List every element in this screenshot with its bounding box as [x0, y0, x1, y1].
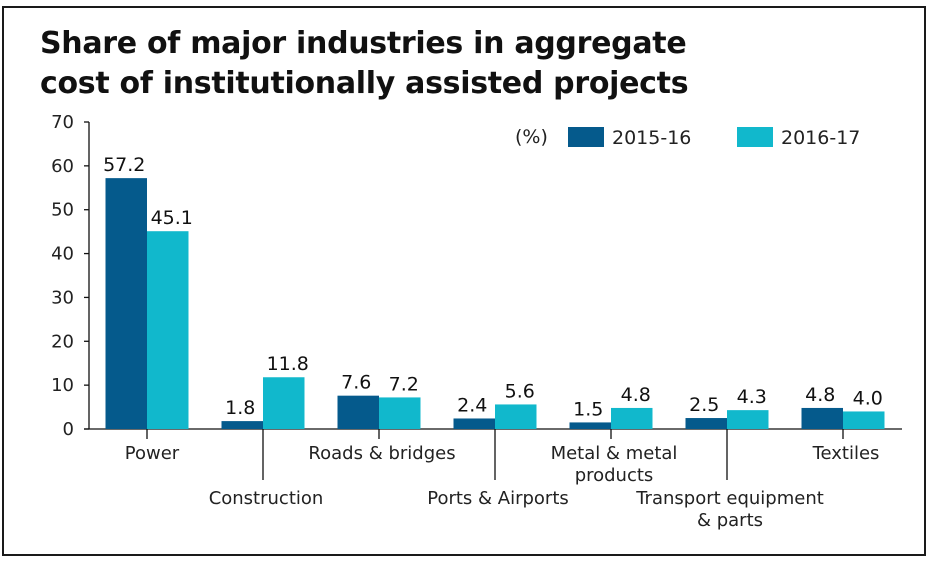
chart-title-line-1: Share of major industries in aggregate [40, 26, 687, 61]
bar-2016-17-4 [611, 407, 653, 429]
value-label: 57.2 [103, 154, 145, 176]
chart-title: Share of major industries in aggregate c… [40, 24, 689, 104]
category-label: Metal & metal [551, 443, 678, 464]
legend: (%) 2015-16 2016-17 [515, 126, 860, 149]
legend-label-2015-16: 2015-16 [612, 127, 691, 149]
bar-2015-16-2 [337, 395, 379, 429]
value-label: 11.8 [267, 353, 309, 375]
category-label: products [575, 465, 654, 486]
bar-2016-17-6 [843, 411, 885, 429]
bar-2015-16-3 [453, 418, 495, 429]
category-label: Transport equipment [635, 488, 824, 509]
chart-title-line-2: cost of institutionally assisted project… [40, 66, 689, 101]
legend-label-2016-17: 2016-17 [781, 127, 860, 149]
category-label: Textiles [812, 443, 880, 464]
value-label: 4.8 [805, 384, 835, 406]
y-tick-label: 70 [51, 112, 74, 133]
bar-2015-16-0 [105, 178, 147, 429]
y-tick-label: 20 [51, 331, 74, 352]
legend-swatch-2016-17 [737, 127, 773, 147]
bar-2016-17-1 [263, 377, 305, 429]
value-label: 2.5 [689, 394, 719, 416]
category-label: Ports & Airports [427, 488, 569, 509]
value-label: 45.1 [151, 207, 193, 229]
category-labels: Power Construction Roads & bridges Ports & … [125, 443, 880, 531]
category-label: Roads & bridges [308, 443, 455, 464]
y-tick-label: 30 [51, 287, 74, 308]
value-label: 7.2 [389, 373, 419, 395]
legend-unit-label: (%) [515, 126, 548, 148]
value-label: 5.6 [505, 380, 535, 402]
bar-2016-17-3 [495, 404, 537, 429]
value-labels: 57.2 45.1 1.8 11.8 7.6 7.2 2.4 5.6 1.5 4.8 2.5 4.3 4… [103, 154, 883, 420]
bar-2015-16-6 [801, 407, 843, 429]
bar-2016-17-0 [147, 231, 189, 429]
y-tick-label: 0 [63, 419, 74, 440]
y-tick-label: 50 [51, 200, 74, 221]
value-label: 1.8 [225, 397, 255, 419]
value-label: 1.5 [573, 398, 603, 420]
legend-swatch-2015-16 [568, 127, 604, 147]
bar-2015-16-4 [569, 422, 611, 429]
bars [105, 178, 885, 429]
category-label: & parts [697, 510, 763, 531]
category-label: Power [125, 443, 180, 464]
value-label: 4.8 [621, 384, 651, 406]
value-label: 7.6 [341, 372, 371, 394]
chart-frame [2, 6, 926, 556]
category-label: Construction [209, 488, 324, 509]
value-label: 4.3 [737, 386, 767, 408]
bar-2015-16-5 [685, 418, 727, 429]
value-label: 4.0 [853, 387, 883, 409]
value-label: 2.4 [457, 394, 487, 416]
bar-2016-17-5 [727, 410, 769, 429]
bar-2015-16-1 [221, 421, 263, 429]
y-tick-label: 60 [51, 156, 74, 177]
y-tick-label: 40 [51, 244, 74, 265]
y-tick-label: 10 [51, 375, 74, 396]
bar-2016-17-2 [379, 397, 421, 429]
